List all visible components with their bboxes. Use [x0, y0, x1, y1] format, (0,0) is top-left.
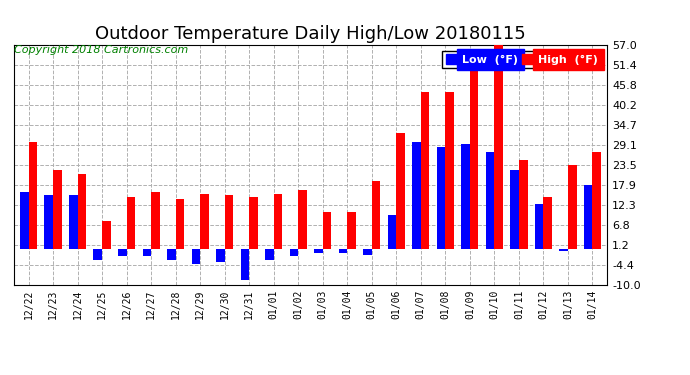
- Bar: [470, 63, 478, 249]
- Title: Outdoor Temperature Daily High/Low 20180115: Outdoor Temperature Daily High/Low 20180…: [95, 26, 526, 44]
- Bar: [421, 92, 429, 249]
- Bar: [44, 195, 53, 249]
- Bar: [412, 142, 421, 249]
- Bar: [388, 215, 396, 249]
- Bar: [200, 194, 209, 249]
- Bar: [339, 249, 347, 253]
- Bar: [216, 249, 225, 262]
- Bar: [486, 153, 495, 249]
- Bar: [20, 192, 28, 249]
- Bar: [274, 194, 282, 249]
- Bar: [396, 133, 405, 249]
- Bar: [372, 181, 380, 249]
- Bar: [519, 160, 528, 249]
- Bar: [462, 144, 470, 249]
- Bar: [363, 249, 372, 255]
- Bar: [77, 174, 86, 249]
- Bar: [584, 185, 593, 249]
- Bar: [544, 197, 552, 249]
- Bar: [53, 170, 61, 249]
- Bar: [568, 165, 577, 249]
- Bar: [314, 249, 323, 253]
- Bar: [495, 45, 503, 249]
- Bar: [93, 249, 102, 260]
- Bar: [126, 197, 135, 249]
- Bar: [69, 195, 77, 249]
- Bar: [265, 249, 274, 260]
- Bar: [192, 249, 200, 264]
- Bar: [102, 220, 110, 249]
- Bar: [225, 195, 233, 249]
- Bar: [241, 249, 249, 280]
- Bar: [437, 147, 445, 249]
- Bar: [143, 249, 151, 256]
- Bar: [593, 153, 601, 249]
- Bar: [167, 249, 176, 260]
- Bar: [298, 190, 307, 249]
- Bar: [560, 249, 568, 251]
- Bar: [249, 197, 258, 249]
- Bar: [535, 204, 544, 249]
- Bar: [347, 211, 356, 249]
- Text: Copyright 2018 Cartronics.com: Copyright 2018 Cartronics.com: [14, 45, 188, 55]
- Bar: [290, 249, 298, 256]
- Bar: [118, 249, 126, 256]
- Bar: [28, 142, 37, 249]
- Bar: [323, 211, 331, 249]
- Bar: [151, 192, 159, 249]
- Bar: [445, 92, 454, 249]
- Bar: [176, 199, 184, 249]
- Bar: [511, 170, 519, 249]
- Legend: Low  (°F), High  (°F): Low (°F), High (°F): [442, 51, 602, 68]
